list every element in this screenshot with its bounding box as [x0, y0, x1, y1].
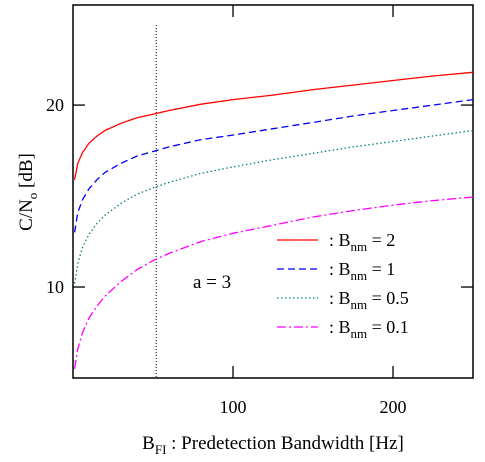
series-line-1	[73, 98, 473, 233]
annotation-a: a = 3	[193, 272, 231, 293]
y-tick-label-20: 20	[46, 95, 64, 115]
legend: : Bnm = 2 : Bnm = 1 : Bnm = 0.5 : Bnm = 0.1	[277, 230, 409, 341]
legend-label-3: : Bnm = 0.1	[329, 317, 409, 341]
y-axis-label-sub: o	[25, 193, 40, 200]
y-axis-label: C/No [dB]	[16, 153, 40, 231]
x-axis-label-rest: : Predetection Bandwidth [Hz]	[166, 433, 403, 454]
y-axis-label-rest: [dB]	[16, 153, 37, 193]
x-tick-label-100: 100	[220, 397, 247, 417]
ticks-group: 100 200 10 20	[46, 5, 473, 417]
plot-frame	[72, 4, 474, 379]
x-axis-label-sub: FI	[155, 442, 167, 457]
series-group	[73, 71, 473, 370]
x-tick-label-200: 200	[380, 397, 407, 417]
legend-label-1: : Bnm = 1	[329, 259, 395, 283]
series-line-3	[73, 196, 473, 370]
x-axis-label: BFI : Predetection Bandwidth [Hz]	[142, 433, 404, 457]
y-tick-label-10: 10	[46, 277, 64, 297]
legend-label-0: : Bnm = 2	[329, 230, 395, 254]
y-axis-label-main: C/N	[16, 199, 37, 231]
legend-label-2: : Bnm = 0.5	[329, 288, 409, 312]
series-line-0	[73, 71, 473, 180]
x-axis-label-main: B	[142, 433, 155, 454]
series-line-2	[73, 129, 473, 284]
